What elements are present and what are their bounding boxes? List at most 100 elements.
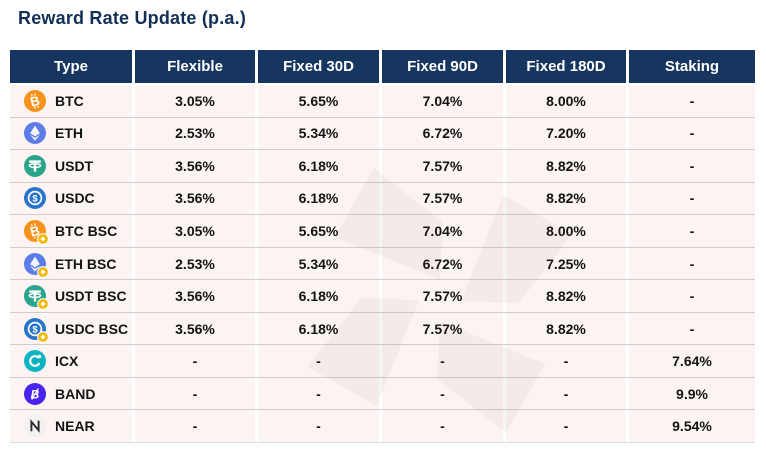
rate-cell: 3.56% <box>135 280 258 312</box>
asset-cell: $ USDC <box>10 182 135 215</box>
rate-cell: 6.18% <box>258 312 382 345</box>
asset-cell: B BAND <box>10 377 135 410</box>
rate-cell: - <box>629 150 755 182</box>
reward-rate-table: Type Flexible Fixed 30D Fixed 90D Fixed 180D… <box>10 50 755 444</box>
asset-label: ETH BSC <box>55 255 117 272</box>
rate-cell: 7.57% <box>382 150 506 182</box>
rate-cell: 8.82% <box>506 280 629 312</box>
table-row-usdc: $ USDC 3.56% 6.18% 7.57% 8.82% - <box>10 182 755 216</box>
table-row-icx: ICX - - - -7.64% <box>10 345 755 378</box>
svg-text:B: B <box>29 223 42 240</box>
btc-icon: B <box>24 219 49 245</box>
rate-cell: 6.18% <box>258 280 382 312</box>
rate-cell: - <box>629 280 755 312</box>
eth-icon <box>24 122 46 145</box>
column-header-staking: Staking <box>629 50 755 83</box>
asset-label: BTC <box>55 92 84 109</box>
rate-cell: 8.00% <box>506 85 629 117</box>
usdt-icon <box>24 285 49 310</box>
btc-icon: B <box>24 89 46 112</box>
asset-label: USDT <box>55 157 94 174</box>
rate-cell: - <box>135 377 258 410</box>
rate-cell: 7.57% <box>382 280 506 312</box>
table-row-btc: B BTC 3.05% 5.65% 7.04% 8.00% - <box>10 85 755 118</box>
table-row-band: B BAND----9.9% <box>10 377 755 411</box>
rate-cell: 5.65% <box>258 85 382 117</box>
table-body: B BTC 3.05% 5.65% 7.04% 8.00% - ETH 2.53% 5.34%… <box>10 85 755 444</box>
rate-cell: - <box>382 377 506 410</box>
rate-cell: - <box>258 410 382 443</box>
rate-cell: 5.65% <box>258 215 382 247</box>
eth-icon <box>24 252 49 278</box>
asset-label: USDC <box>55 190 95 207</box>
svg-text:$: $ <box>32 324 38 335</box>
rate-cell: 5.34% <box>258 117 382 150</box>
asset-cell: ETH BSC <box>10 247 135 280</box>
rate-cell: 7.57% <box>382 182 506 215</box>
table-row-eth-bsc: ETH BSC 2.53% 5.34% 6.72% 7.25% - <box>10 247 755 281</box>
rate-cell: 3.56% <box>135 150 258 182</box>
rate-cell: 6.18% <box>258 150 382 182</box>
rate-cell: 5.34% <box>258 247 382 280</box>
rate-cell: 6.72% <box>382 247 506 280</box>
icx-icon <box>24 350 46 373</box>
band-icon: B <box>24 382 46 405</box>
table-row-near: NEAR - - - -9.54% <box>10 410 755 444</box>
rate-cell: 7.57% <box>382 312 506 345</box>
column-header-flexible: Flexible <box>135 50 258 83</box>
asset-label: USDT BSC <box>55 288 127 305</box>
rate-cell: - <box>258 345 382 377</box>
rate-cell: 7.20% <box>506 117 629 150</box>
rate-cell: - <box>135 410 258 443</box>
table-row-usdc-bsc: $ USDC BSC 3.56% 6.18% 7.57% 8.82% - <box>10 312 755 346</box>
svg-text:$: $ <box>32 194 38 205</box>
rate-cell: 3.56% <box>135 182 258 215</box>
column-header-type: Type <box>10 50 135 83</box>
table-row-usdt-bsc: USDT BSC 3.56% 6.18% 7.57% 8.82% - <box>10 280 755 313</box>
bsc-badge-icon <box>37 265 49 278</box>
rate-cell: 3.05% <box>135 215 258 247</box>
rate-cell: 8.82% <box>506 150 629 182</box>
asset-cell: $ USDC BSC <box>10 312 135 345</box>
table-row-btc-bsc: B BTC BSC 3.05% 5.65% 7.04% 8.00% - <box>10 215 755 248</box>
rate-cell: - <box>506 345 629 377</box>
asset-label: NEAR <box>55 418 95 435</box>
asset-cell: ICX <box>10 345 135 377</box>
bsc-badge-icon <box>37 298 49 310</box>
rate-cell: 9.54% <box>629 410 755 443</box>
asset-label: ETH <box>55 125 83 142</box>
bsc-badge-icon <box>37 233 49 245</box>
usdc-icon: $ <box>24 187 46 210</box>
table-row-usdt: USDT 3.56% 6.18% 7.57% 8.82% - <box>10 150 755 183</box>
rate-cell: 8.82% <box>506 312 629 345</box>
asset-label: BAND <box>55 385 96 402</box>
rate-cell: 8.00% <box>506 215 629 247</box>
rate-cell: 7.04% <box>382 85 506 117</box>
rate-cell: 2.53% <box>135 247 258 280</box>
asset-label: BTC BSC <box>55 222 118 239</box>
bsc-badge-icon <box>37 330 49 343</box>
rate-cell: - <box>629 85 755 117</box>
rate-cell: 7.25% <box>506 247 629 280</box>
asset-label: ICX <box>55 353 79 370</box>
rate-cell: 8.82% <box>506 182 629 215</box>
rate-cell: 7.64% <box>629 345 755 377</box>
rate-cell: - <box>258 377 382 410</box>
asset-cell: B BTC <box>10 85 135 117</box>
table-header-row: Type Flexible Fixed 30D Fixed 90D Fixed 180D… <box>10 50 755 83</box>
asset-cell: ETH <box>10 117 135 150</box>
asset-label: USDC BSC <box>55 320 129 337</box>
rate-cell: 3.05% <box>135 85 258 117</box>
page-title: Reward Rate Update (p.a.) <box>18 8 247 28</box>
rate-cell: - <box>506 377 629 410</box>
asset-cell: B BTC BSC <box>10 215 135 247</box>
rate-cell: - <box>135 345 258 377</box>
rate-cell: - <box>382 345 506 377</box>
rate-cell: - <box>629 117 755 150</box>
rate-cell: 9.9% <box>629 377 755 410</box>
rate-cell: 6.72% <box>382 117 506 150</box>
asset-cell: NEAR <box>10 410 135 443</box>
svg-text:B: B <box>29 92 42 109</box>
rate-cell: 6.18% <box>258 182 382 215</box>
rate-cell: - <box>629 182 755 215</box>
